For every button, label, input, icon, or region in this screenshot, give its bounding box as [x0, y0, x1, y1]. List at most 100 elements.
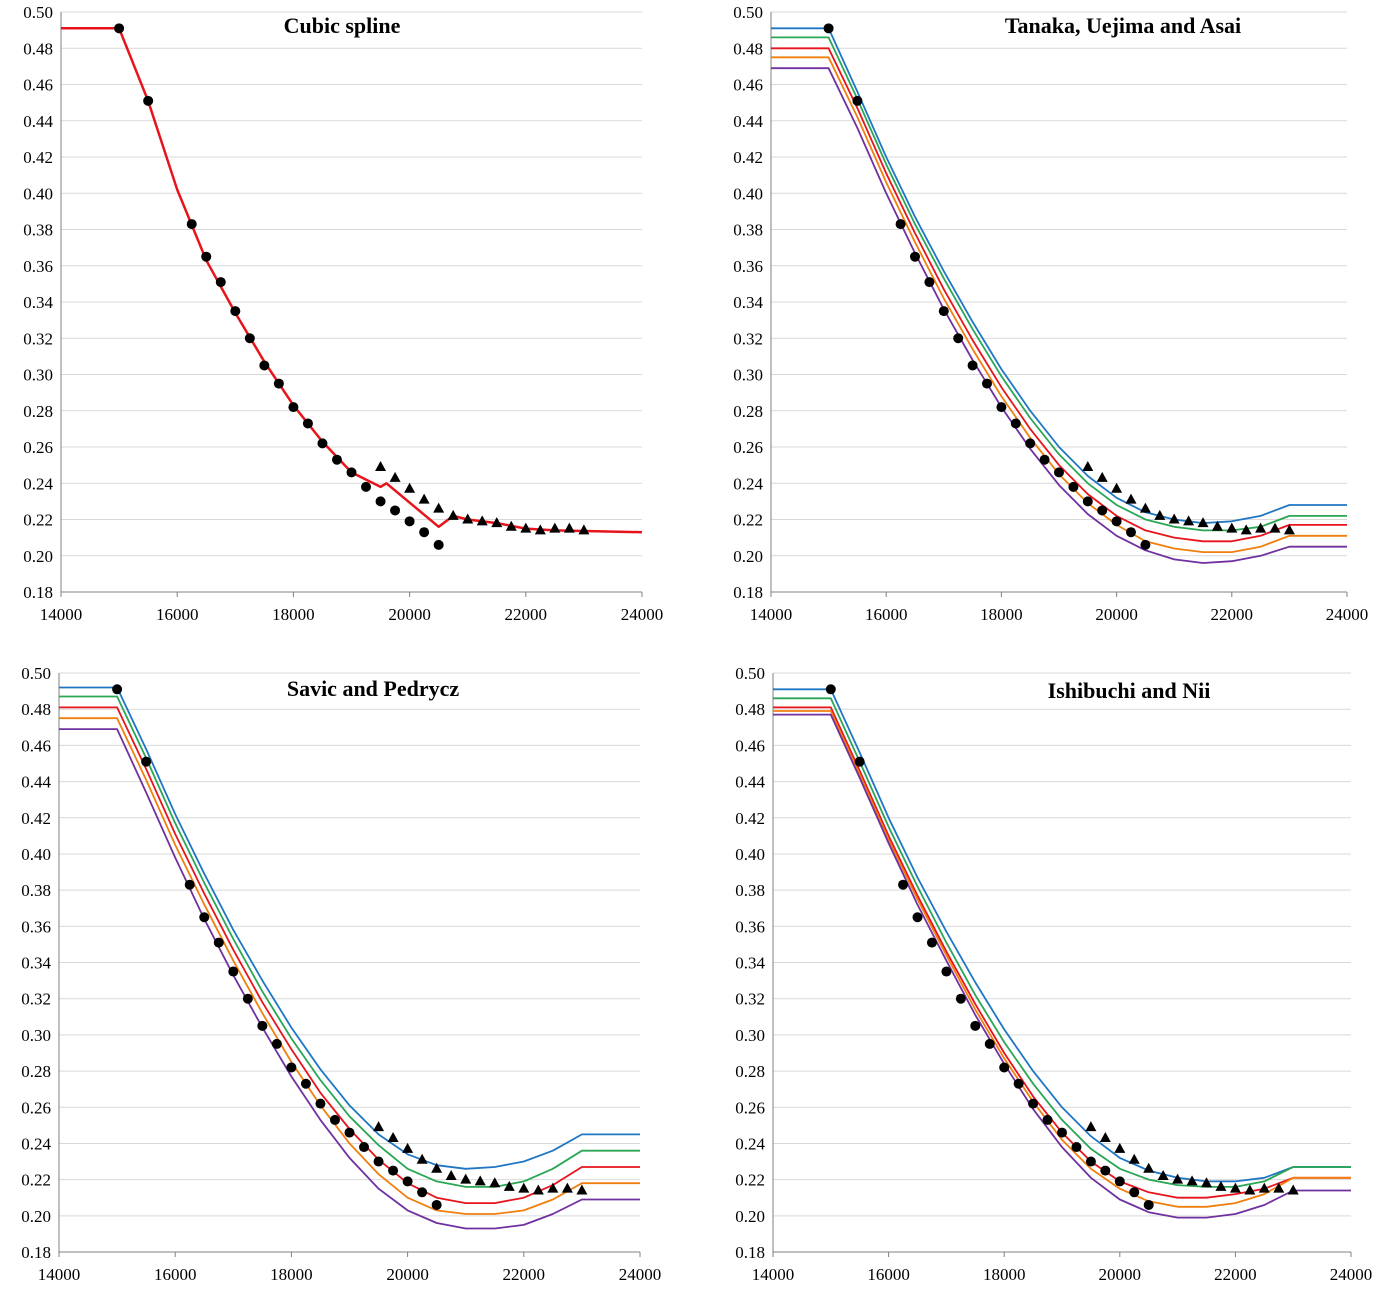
- triangle-marker: [1183, 515, 1195, 526]
- circle-marker: [1111, 516, 1122, 527]
- circle-marker: [1042, 1114, 1053, 1125]
- circle-marker: [361, 481, 372, 492]
- triangle-marker: [1154, 509, 1166, 520]
- x-tick-label: 16000: [154, 1265, 197, 1284]
- circle-marker: [242, 993, 253, 1004]
- y-tick-label: 0.36: [733, 257, 763, 276]
- circle-marker: [288, 402, 299, 413]
- y-tick-label: 0.46: [23, 76, 53, 95]
- triangle-marker: [1125, 493, 1137, 504]
- x-tick-label: 24000: [1330, 1265, 1373, 1284]
- y-tick-label: 0.46: [21, 736, 51, 755]
- circle-marker: [201, 251, 212, 262]
- x-tick-label: 16000: [865, 605, 908, 624]
- y-tick-label: 0.20: [23, 547, 53, 566]
- y-tick-label: 0.40: [733, 184, 763, 203]
- triangle-marker: [431, 1162, 443, 1173]
- series-line-blue: [771, 27, 1347, 524]
- x-tick-label: 18000: [272, 605, 315, 624]
- triangle-marker: [460, 1173, 472, 1184]
- y-tick-label: 0.24: [23, 474, 53, 493]
- circle-marker: [346, 467, 357, 478]
- series-line-blue: [59, 686, 640, 1170]
- triangle-marker: [1255, 522, 1267, 533]
- y-tick-label: 0.40: [735, 845, 765, 864]
- y-tick-label: 0.18: [733, 583, 763, 602]
- circle-marker: [999, 1062, 1010, 1073]
- circle-marker: [388, 1165, 399, 1176]
- circle-marker: [852, 95, 863, 106]
- series-line-orange: [771, 56, 1347, 553]
- circle-marker: [184, 879, 195, 890]
- y-tick-label: 0.50: [23, 3, 53, 22]
- circle-marker: [1054, 467, 1064, 478]
- y-tick-label: 0.28: [23, 402, 53, 421]
- circle-marker: [300, 1078, 311, 1089]
- y-tick-label: 0.26: [21, 1098, 51, 1117]
- x-tick-label: 20000: [1095, 605, 1138, 624]
- triangle-marker: [474, 1175, 486, 1186]
- circle-marker: [244, 333, 255, 344]
- triangle-marker: [1111, 482, 1123, 493]
- triangle-marker: [1269, 522, 1281, 533]
- chart-title: Savic and Pedrycz: [287, 676, 460, 701]
- circle-marker: [970, 1020, 981, 1031]
- triangle-marker: [418, 493, 430, 504]
- circle-marker: [1039, 454, 1050, 465]
- circle-marker: [375, 496, 386, 507]
- circle-marker: [215, 277, 226, 288]
- y-tick-label: 0.34: [21, 954, 51, 973]
- circle-marker: [1028, 1098, 1039, 1109]
- y-tick-label: 0.36: [21, 917, 51, 936]
- y-tick-label: 0.20: [735, 1207, 765, 1226]
- y-tick-label: 0.38: [23, 221, 53, 240]
- y-tick-label: 0.24: [21, 1134, 51, 1153]
- triangle-marker: [549, 522, 561, 533]
- triangle-marker: [503, 1180, 515, 1191]
- chart-panel-4: 0.18 0.20 0.22 0.24 0.26 0.28 0.30 0.32 0.34 0.36…: [735, 664, 1372, 1284]
- circle-marker: [112, 684, 123, 695]
- circle-marker: [1025, 438, 1036, 449]
- y-tick-label: 0.26: [23, 438, 53, 457]
- triangle-marker: [1229, 1182, 1241, 1193]
- circle-marker: [984, 1038, 995, 1049]
- y-tick-label: 0.22: [733, 511, 763, 530]
- y-tick-label: 0.38: [735, 881, 765, 900]
- circle-marker: [431, 1199, 442, 1210]
- x-tick-label: 22000: [505, 605, 548, 624]
- y-tick-label: 0.48: [735, 700, 765, 719]
- y-tick-label: 0.30: [733, 366, 763, 385]
- triangle-marker: [578, 524, 590, 535]
- triangle-marker: [1128, 1153, 1140, 1164]
- circle-marker: [1114, 1176, 1125, 1187]
- triangle-marker: [373, 1121, 385, 1132]
- circle-marker: [854, 756, 865, 767]
- y-tick-label: 0.22: [21, 1171, 51, 1190]
- circle-marker: [417, 1187, 428, 1198]
- circle-marker: [404, 516, 415, 527]
- circle-marker: [315, 1098, 326, 1109]
- triangle-marker: [1099, 1132, 1111, 1143]
- y-tick-label: 0.42: [21, 809, 51, 828]
- circle-marker: [823, 23, 834, 34]
- circle-marker: [1143, 1199, 1154, 1210]
- series-line-red: [771, 47, 1347, 543]
- circle-marker: [1085, 1156, 1096, 1167]
- circle-marker: [273, 378, 284, 389]
- y-tick-label: 0.28: [735, 1062, 765, 1081]
- circle-marker: [953, 333, 964, 344]
- y-tick-label: 0.34: [733, 293, 763, 312]
- circle-marker: [938, 306, 949, 317]
- triangle-marker: [489, 1177, 501, 1188]
- circle-marker: [359, 1142, 370, 1153]
- circle-marker: [898, 879, 909, 890]
- triangle-marker: [520, 522, 532, 533]
- y-tick-label: 0.32: [735, 990, 765, 1009]
- triangle-marker: [1215, 1180, 1227, 1191]
- series-line-purple: [773, 713, 1351, 1219]
- x-tick-label: 22000: [1211, 605, 1254, 624]
- y-tick-label: 0.50: [735, 664, 765, 683]
- triangle-marker: [1258, 1182, 1270, 1193]
- y-tick-label: 0.18: [23, 583, 53, 602]
- triangle-marker: [1139, 502, 1151, 513]
